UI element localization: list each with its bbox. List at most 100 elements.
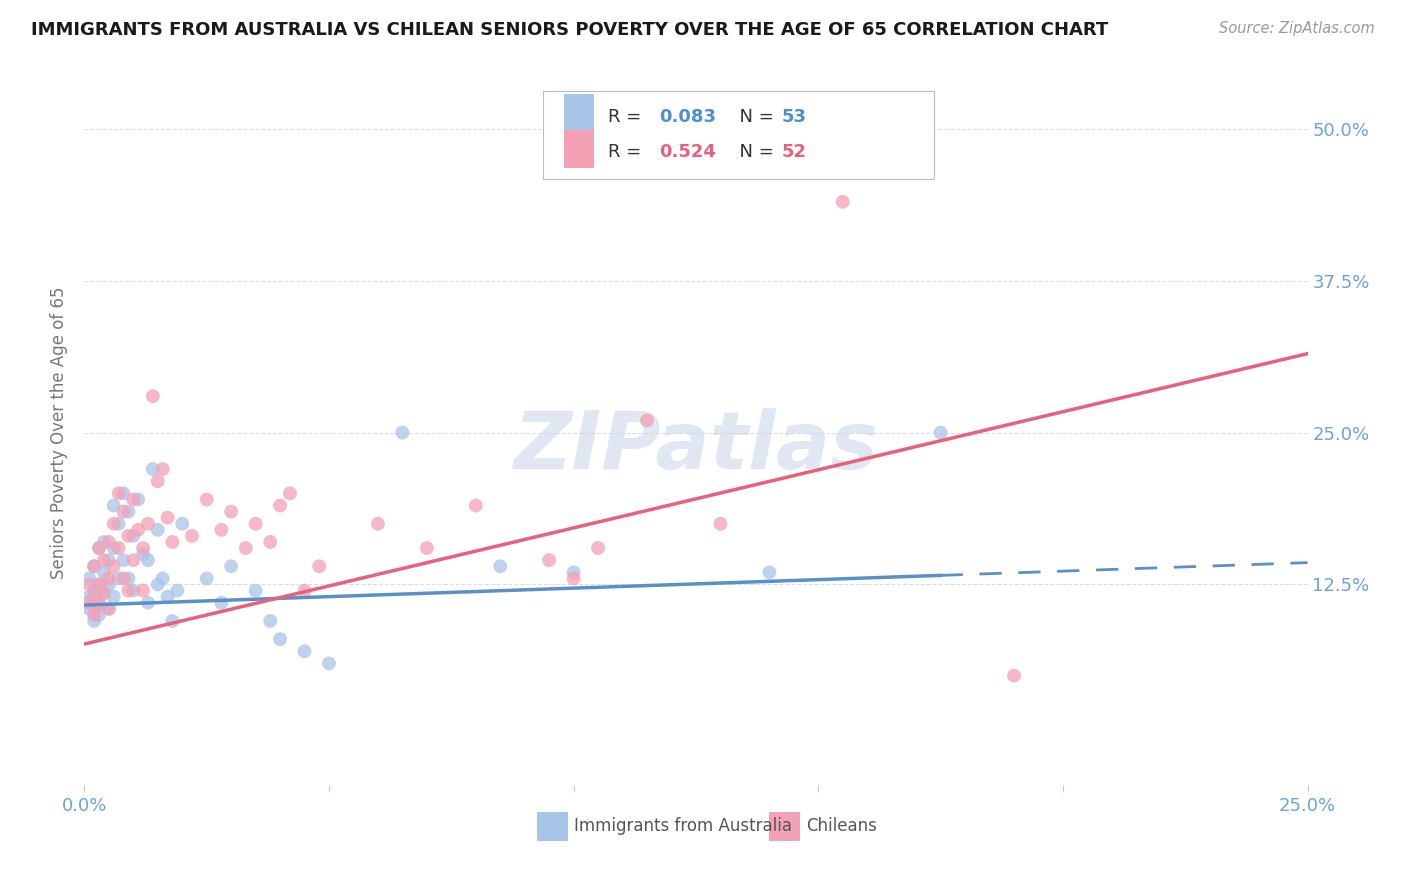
Point bbox=[929, 425, 952, 440]
Point bbox=[87, 596, 110, 610]
Point bbox=[245, 516, 267, 531]
Point bbox=[107, 571, 129, 585]
Point bbox=[107, 541, 129, 555]
Text: R =: R = bbox=[607, 143, 647, 161]
Point bbox=[156, 590, 179, 604]
Point bbox=[107, 516, 129, 531]
Point bbox=[146, 577, 169, 591]
Point bbox=[87, 577, 110, 591]
Point bbox=[538, 553, 561, 567]
Point bbox=[136, 553, 159, 567]
Point bbox=[117, 583, 139, 598]
Point bbox=[636, 413, 658, 427]
Point bbox=[117, 571, 139, 585]
Point bbox=[117, 529, 139, 543]
Point bbox=[259, 535, 281, 549]
Point bbox=[709, 516, 731, 531]
Point bbox=[103, 499, 125, 513]
Point bbox=[758, 566, 780, 580]
Bar bbox=[769, 812, 800, 841]
Text: Chileans: Chileans bbox=[806, 817, 877, 835]
Point bbox=[83, 559, 105, 574]
Point bbox=[93, 535, 115, 549]
Text: N =: N = bbox=[728, 143, 779, 161]
Point bbox=[172, 516, 194, 531]
Point bbox=[77, 571, 100, 585]
Point bbox=[391, 425, 413, 440]
Point bbox=[97, 602, 120, 616]
Text: 53: 53 bbox=[782, 108, 807, 126]
Point bbox=[87, 607, 110, 622]
Point bbox=[97, 577, 120, 591]
Point bbox=[132, 583, 155, 598]
Point bbox=[117, 505, 139, 519]
Text: 0.524: 0.524 bbox=[659, 143, 716, 161]
Point bbox=[142, 462, 165, 476]
Point bbox=[122, 529, 145, 543]
Point bbox=[152, 462, 174, 476]
Point bbox=[136, 516, 159, 531]
Point bbox=[586, 541, 609, 555]
FancyBboxPatch shape bbox=[543, 91, 935, 179]
Point bbox=[209, 523, 232, 537]
Point bbox=[77, 602, 100, 616]
Text: IMMIGRANTS FROM AUSTRALIA VS CHILEAN SENIORS POVERTY OVER THE AGE OF 65 CORRELAT: IMMIGRANTS FROM AUSTRALIA VS CHILEAN SEN… bbox=[31, 21, 1108, 38]
Point bbox=[308, 559, 330, 574]
Point bbox=[103, 541, 125, 555]
Point bbox=[103, 516, 125, 531]
Point bbox=[152, 571, 174, 585]
Point bbox=[122, 583, 145, 598]
Point bbox=[245, 583, 267, 598]
Point bbox=[97, 602, 120, 616]
Point bbox=[156, 510, 179, 524]
Point bbox=[77, 590, 100, 604]
Point bbox=[83, 598, 105, 612]
Point bbox=[93, 586, 115, 600]
Point bbox=[83, 614, 105, 628]
Point bbox=[269, 499, 291, 513]
Point bbox=[87, 541, 110, 555]
Point bbox=[464, 499, 486, 513]
Point bbox=[87, 541, 110, 555]
Point bbox=[77, 577, 100, 591]
Text: N =: N = bbox=[728, 108, 779, 126]
Point bbox=[103, 559, 125, 574]
Bar bbox=[537, 812, 568, 841]
Point bbox=[166, 583, 188, 598]
Point bbox=[136, 596, 159, 610]
Text: R =: R = bbox=[607, 108, 647, 126]
Point bbox=[77, 596, 100, 610]
Point bbox=[235, 541, 257, 555]
Text: Source: ZipAtlas.com: Source: ZipAtlas.com bbox=[1219, 21, 1375, 36]
Point bbox=[83, 559, 105, 574]
Point bbox=[181, 529, 204, 543]
Point bbox=[259, 614, 281, 628]
Point bbox=[416, 541, 439, 555]
Point bbox=[122, 553, 145, 567]
Y-axis label: Seniors Poverty Over the Age of 65: Seniors Poverty Over the Age of 65 bbox=[51, 286, 69, 579]
Text: Immigrants from Australia: Immigrants from Australia bbox=[574, 817, 792, 835]
Point bbox=[83, 590, 105, 604]
Point bbox=[127, 523, 149, 537]
Point bbox=[87, 577, 110, 591]
Point bbox=[1002, 668, 1025, 682]
Point bbox=[831, 194, 853, 209]
Point bbox=[318, 657, 340, 671]
Point bbox=[367, 516, 389, 531]
Point bbox=[562, 571, 585, 585]
Bar bbox=[564, 95, 595, 133]
Point bbox=[489, 559, 512, 574]
Point bbox=[146, 523, 169, 537]
Point bbox=[93, 586, 115, 600]
Point bbox=[97, 571, 120, 585]
Text: ZIPatlas: ZIPatlas bbox=[513, 408, 879, 486]
Point bbox=[112, 553, 135, 567]
Point bbox=[93, 553, 115, 567]
Point bbox=[122, 492, 145, 507]
Point bbox=[103, 590, 125, 604]
Point bbox=[142, 389, 165, 403]
Point bbox=[112, 486, 135, 500]
Bar bbox=[564, 129, 595, 169]
Point bbox=[562, 566, 585, 580]
Point bbox=[294, 583, 316, 598]
